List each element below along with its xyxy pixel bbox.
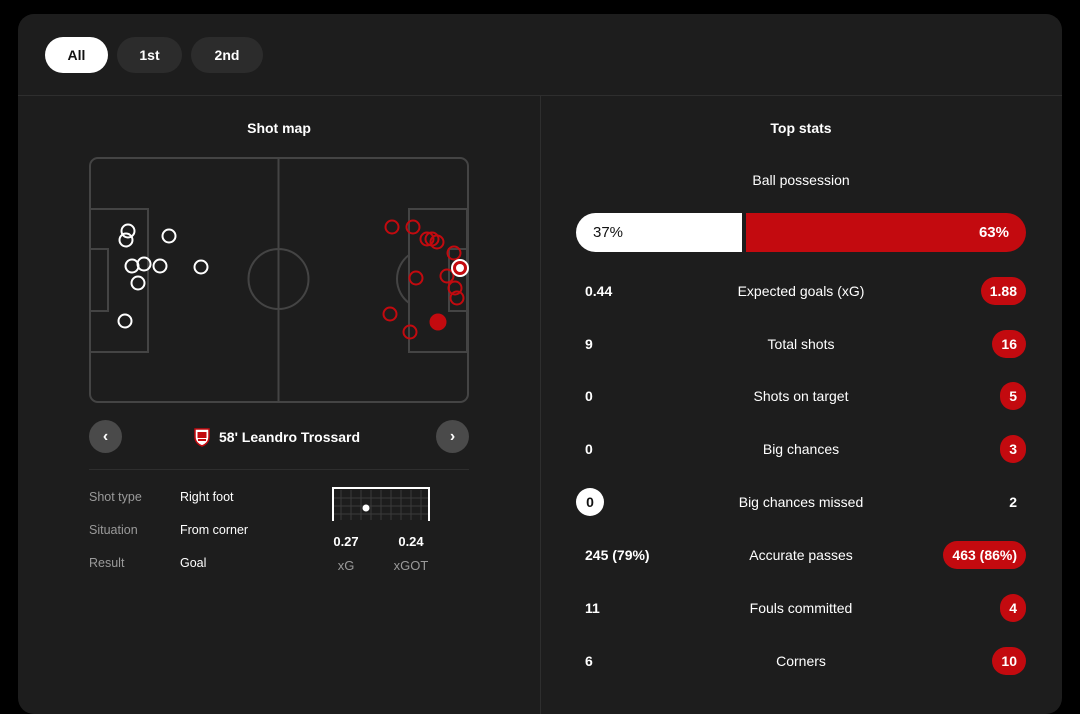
xg-label: xG [337, 558, 355, 573]
result-value: Goal [180, 556, 207, 570]
stat-away-value: 463 (86%) [943, 541, 1026, 569]
shot-marker [449, 290, 465, 306]
match-stats-card: All 1st 2nd Shot map [18, 14, 1062, 714]
stat-home-value: 0 [585, 441, 593, 457]
previous-shot-button[interactable]: ‹ [89, 420, 122, 453]
stat-row: 245 (79%) Accurate passes 463 (86%) [576, 541, 1026, 569]
stat-home-value: 245 (79%) [585, 547, 650, 563]
situation-label: Situation [89, 523, 138, 537]
ball-icon [456, 264, 464, 272]
shot-marker [193, 259, 209, 275]
stat-label: Big chances [762, 441, 840, 457]
team-crest-icon [194, 428, 210, 447]
column-divider [540, 96, 541, 714]
stat-row: 0.44 Expected goals (xG) 1.88 [576, 277, 1026, 305]
ball-position-icon [362, 504, 370, 512]
shot-marker [130, 275, 146, 291]
stat-home-value: 0.44 [585, 283, 613, 299]
stat-label: Fouls committed [749, 600, 853, 616]
shot-marker [419, 231, 435, 247]
stat-label: Expected goals (xG) [737, 283, 865, 299]
stat-away-value: 1.88 [980, 277, 1026, 305]
shot-marker [439, 268, 455, 284]
shot-marker [447, 280, 463, 296]
filter-all-button[interactable]: All [45, 37, 108, 73]
stat-row: 9 Total shots 16 [576, 330, 1026, 358]
shot-marker [408, 270, 424, 286]
stat-away-value: 2 [1009, 494, 1017, 510]
shot-marker [124, 258, 140, 274]
home-shots [117, 223, 209, 329]
filter-1st-button[interactable]: 1st [117, 37, 182, 73]
shot-type-value: Right foot [180, 490, 234, 504]
chevron-left-icon: ‹ [102, 427, 109, 445]
possession-bar: 37% 63% [576, 213, 1026, 252]
shot-map-title: Shot map [247, 120, 311, 136]
stat-home-value: 0 [576, 488, 604, 516]
possession-home: 37% [576, 213, 742, 252]
shot-marker [161, 228, 177, 244]
away-shots [382, 219, 465, 340]
stat-away-value: 10 [992, 647, 1026, 675]
stat-home-value: 9 [585, 336, 593, 352]
xgot-value: 0.24 [398, 534, 424, 549]
stat-away-value: 4 [1000, 594, 1026, 622]
shot-marker [405, 219, 421, 235]
shot-marker [120, 223, 136, 239]
stat-label: Shots on target [753, 388, 849, 404]
shot-type-label: Shot type [89, 490, 142, 504]
next-shot-button[interactable]: › [436, 420, 469, 453]
xg-value: 0.27 [333, 534, 359, 549]
goal-shot-marker [429, 313, 447, 331]
stat-away-value: 5 [1000, 382, 1026, 410]
possession-away: 63% [746, 213, 1026, 252]
shot-marker [429, 234, 445, 250]
stat-home-value: 0 [585, 388, 593, 404]
goal-frame-graphic [332, 487, 430, 521]
stat-away-value: 3 [1000, 435, 1026, 463]
stat-row: 6 Corners 10 [576, 647, 1026, 675]
stat-label: Accurate passes [749, 547, 853, 563]
stat-home-value: 6 [585, 653, 593, 669]
result-label: Result [89, 556, 125, 570]
xgot-label: xGOT [393, 558, 429, 573]
situation-value: From corner [180, 523, 249, 537]
chevron-right-icon: › [449, 427, 456, 445]
filter-2nd-button[interactable]: 2nd [191, 37, 263, 73]
shot-marker [384, 219, 400, 235]
shot-details-divider [89, 469, 469, 470]
possession-label: Ball possession [752, 172, 850, 188]
center-circle [247, 248, 310, 310]
stat-label: Total shots [767, 336, 835, 352]
stat-label: Corners [776, 653, 826, 669]
shot-marker [446, 245, 462, 261]
stat-row: 0 Big chances missed 2 [576, 488, 1026, 516]
selected-shot-player: 58' Leandro Trossard [193, 427, 360, 447]
right-penalty-arc [396, 254, 410, 304]
shot-marker [118, 232, 134, 248]
shot-marker [152, 258, 168, 274]
shot-minute-player: 58' Leandro Trossard [219, 429, 361, 445]
top-stats-title: Top stats [770, 120, 832, 136]
stat-away-value: 16 [992, 330, 1026, 358]
period-filter: All 1st 2nd [45, 37, 263, 73]
left-penalty-area [89, 208, 149, 353]
shot-marker [382, 306, 398, 322]
shot-marker [136, 256, 152, 272]
stat-row: 0 Shots on target 5 [576, 382, 1026, 410]
stat-row: 11 Fouls committed 4 [576, 594, 1026, 622]
shot-marker [117, 313, 133, 329]
stat-label: Big chances missed [738, 494, 864, 510]
shot-marker [402, 324, 418, 340]
shot-map-pitch [89, 157, 469, 403]
stat-row: 0 Big chances 3 [576, 435, 1026, 463]
left-goal-area [89, 248, 109, 312]
header-divider [18, 95, 1062, 96]
stat-home-value: 11 [585, 600, 600, 616]
